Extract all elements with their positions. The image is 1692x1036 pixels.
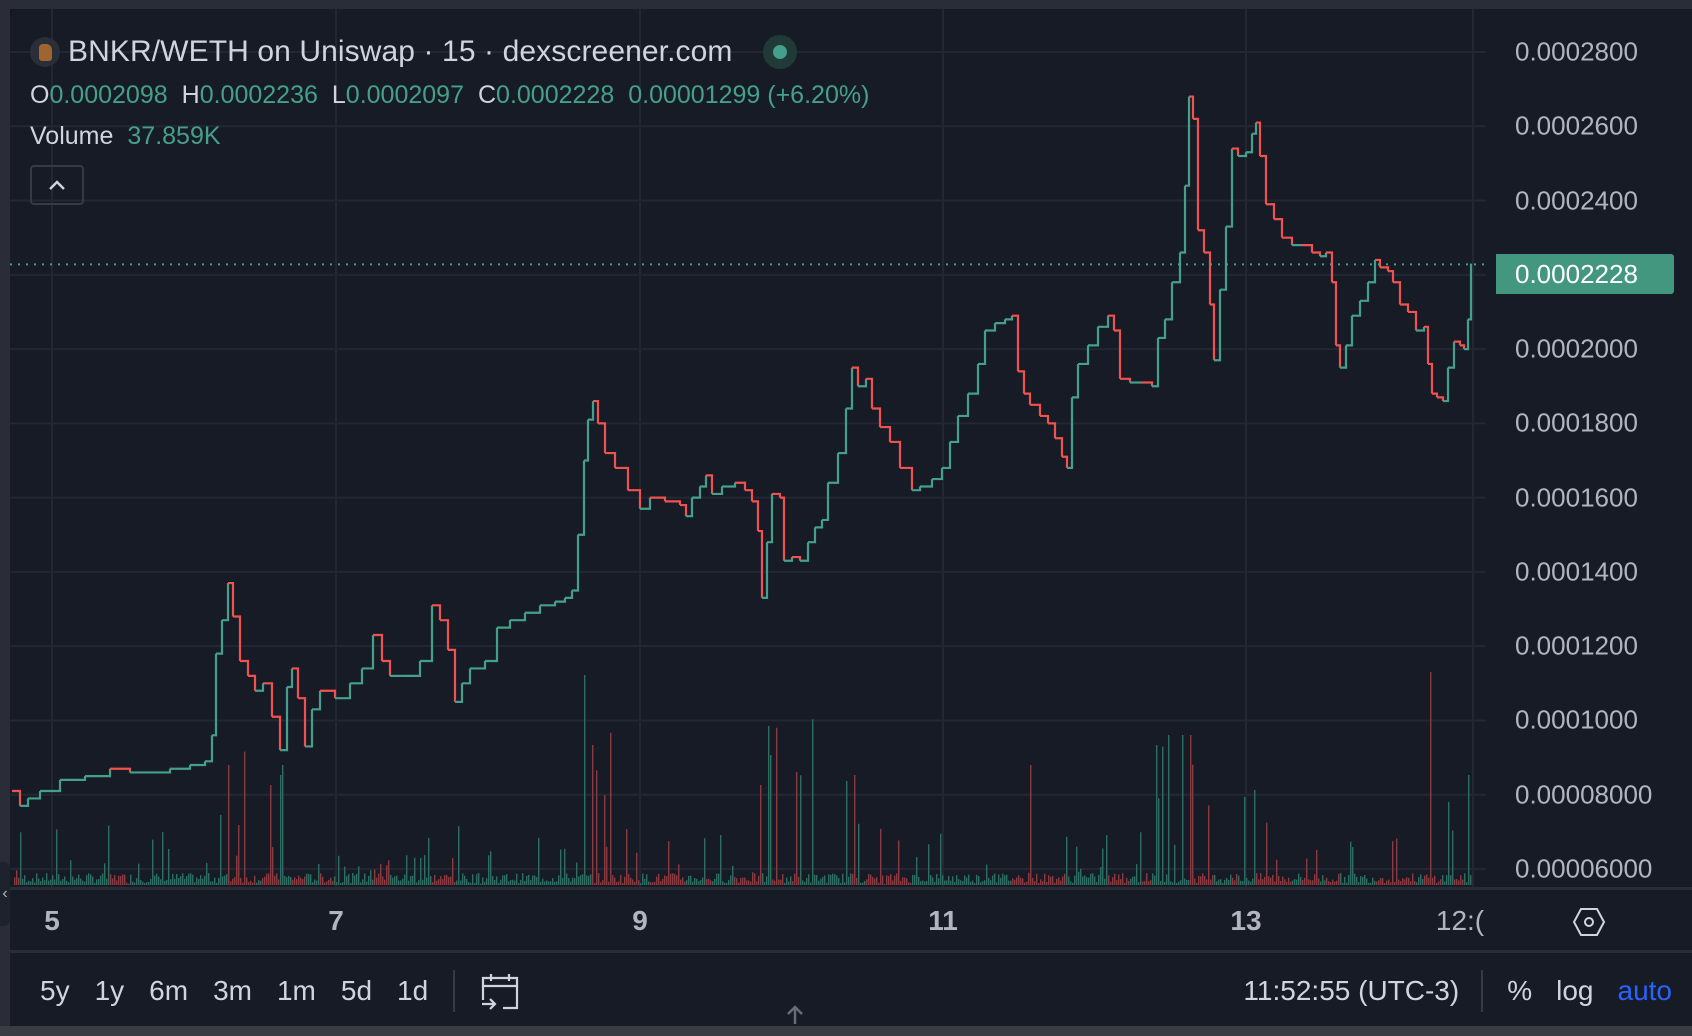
price-axis-label: 0.0001400 bbox=[1515, 556, 1638, 587]
window-bottom-border bbox=[0, 1026, 1692, 1036]
time-label: 7 bbox=[328, 905, 344, 936]
price-axis-label: 0.0001600 bbox=[1515, 482, 1638, 513]
window-top-border bbox=[0, 0, 1692, 9]
time-label: 5 bbox=[44, 905, 60, 936]
price-axis-label: 0.0001800 bbox=[1515, 407, 1638, 438]
chevron-up-icon bbox=[49, 180, 65, 190]
timezone-clock[interactable]: 11:52:55 (UTC-3) bbox=[1243, 975, 1460, 1006]
log-scale-button[interactable]: log bbox=[1556, 975, 1594, 1006]
divider bbox=[1481, 970, 1484, 1012]
range-1y-button[interactable]: 1y bbox=[94, 975, 125, 1006]
chart-frame: BNKR/WETH on Uniswap · 15 · dexscreener.… bbox=[10, 9, 1692, 1026]
window-left-border bbox=[0, 9, 10, 1029]
volume-legend: Volume 37.859K bbox=[30, 119, 883, 153]
chart-legend: BNKR/WETH on Uniswap · 15 · dexscreener.… bbox=[30, 29, 883, 205]
close-value: 0.0002228 bbox=[496, 80, 615, 109]
range-6m-button[interactable]: 6m bbox=[149, 975, 189, 1006]
volume-value: 37.859K bbox=[127, 121, 221, 150]
chart-title: BNKR/WETH on Uniswap · 15 · dexscreener.… bbox=[68, 35, 733, 68]
high-label: H bbox=[181, 80, 200, 109]
scale-controls: 11:52:55 (UTC-3) % log auto bbox=[1243, 953, 1672, 1026]
arrow-up-icon[interactable] bbox=[785, 1004, 805, 1026]
range-5d-button[interactable]: 5d bbox=[340, 975, 373, 1006]
price-chart[interactable] bbox=[10, 9, 1692, 887]
price-axis-label: 0.0001000 bbox=[1515, 704, 1638, 735]
percent-scale-button[interactable]: % bbox=[1507, 975, 1533, 1006]
price-axis-label: 0.00006000 bbox=[1515, 853, 1653, 884]
price-axis-label: 0.0001200 bbox=[1515, 630, 1638, 661]
range-1m-button[interactable]: 1m bbox=[276, 975, 316, 1006]
price-axis-label: 0.00008000 bbox=[1515, 779, 1653, 810]
divider bbox=[453, 970, 456, 1012]
current-price-badge: 0.0002228 bbox=[1496, 254, 1674, 294]
price-axis-label: 0.0002400 bbox=[1515, 185, 1638, 216]
high-value: 0.0002236 bbox=[199, 80, 318, 109]
time-label: 9 bbox=[632, 905, 648, 936]
low-value: 0.0002097 bbox=[345, 80, 464, 109]
time-axis[interactable]: 5 7 9 11 13 12:( bbox=[10, 887, 1692, 953]
range-selector: 5y 1y 6m 3m 1m 5d 1d bbox=[40, 953, 521, 1026]
time-label: 11 bbox=[928, 905, 958, 936]
range-3m-button[interactable]: 3m bbox=[213, 975, 252, 1006]
open-label: O bbox=[30, 80, 50, 109]
range-5y-button[interactable]: 5y bbox=[40, 975, 70, 1006]
chart-footer: 5y 1y 6m 3m 1m 5d 1d 11:52:55 (UTC-3) % … bbox=[10, 950, 1692, 1026]
auto-scale-button[interactable]: auto bbox=[1617, 975, 1673, 1006]
bnkr-token-logo-icon bbox=[30, 37, 60, 67]
price-axis-label: 0.0002800 bbox=[1515, 36, 1638, 67]
volume-label: Volume bbox=[30, 121, 114, 150]
go-to-date-calendar-icon[interactable] bbox=[479, 970, 521, 1012]
price-axis-label: 0.0002600 bbox=[1515, 110, 1638, 141]
range-1d-button[interactable]: 1d bbox=[397, 975, 429, 1006]
time-label: 13 bbox=[1230, 905, 1262, 936]
sidebar-toggle-tab[interactable]: ‹ bbox=[0, 862, 10, 926]
time-label: 12:( bbox=[1435, 905, 1485, 936]
low-label: L bbox=[331, 80, 346, 109]
collapse-legend-button[interactable] bbox=[30, 165, 84, 205]
price-axis-label: 0.0002000 bbox=[1515, 333, 1638, 364]
live-dot-icon bbox=[762, 35, 797, 69]
ohlc-values: O 0.0002098 H 0.0002236 L 0.0002097 C 0.… bbox=[30, 77, 883, 113]
close-label: C bbox=[477, 80, 497, 109]
price-change: 0.00001299 (+6.20%) bbox=[628, 80, 870, 109]
chart-settings-icon[interactable] bbox=[1571, 904, 1607, 940]
open-value: 0.0002098 bbox=[49, 80, 168, 109]
